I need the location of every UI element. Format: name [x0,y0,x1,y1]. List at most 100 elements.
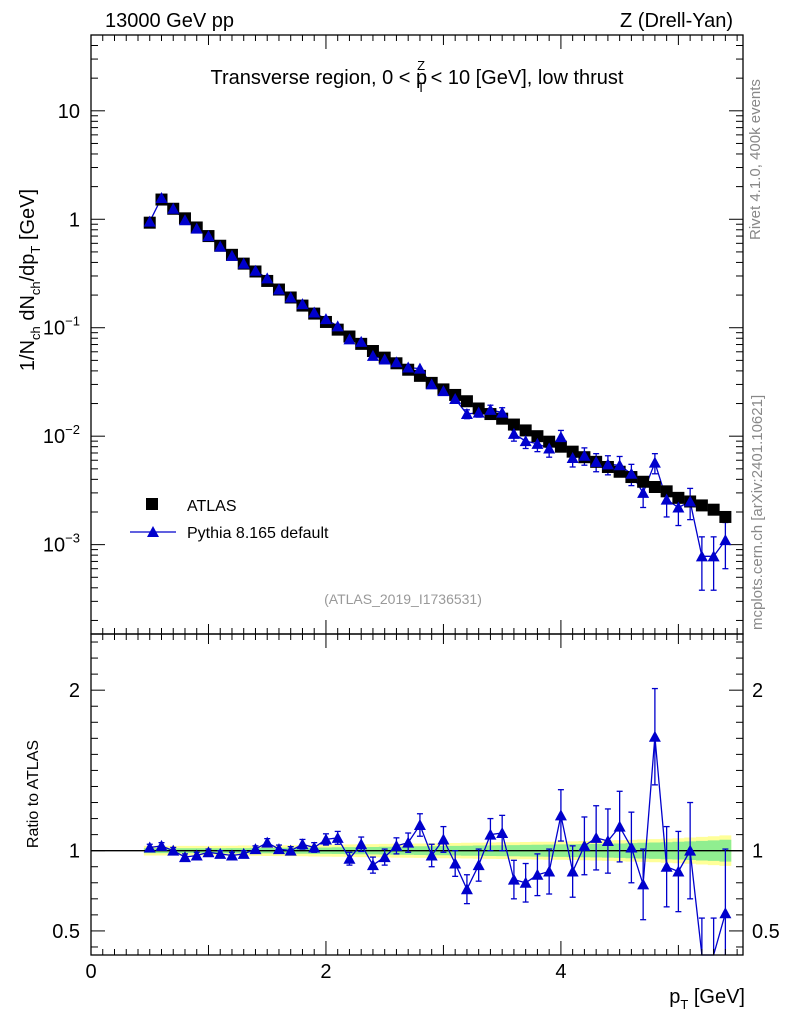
ylabel-part-0: 1/N [17,340,39,371]
main-y-tick-label: 10−2 [43,422,80,448]
mc-point [178,214,191,226]
mc-point [167,202,180,214]
ratio-y-tick-label: 1 [69,841,80,863]
ratio-point [684,844,697,856]
ratio-point [343,852,356,864]
ratio-y-tick-label: 2 [69,680,80,702]
panel-title: Transverse region, 0 < pZ T < 10 [GeV], l… [211,58,624,95]
mc-point [272,283,285,295]
atlas-point [637,475,650,488]
ratio-point [167,844,180,856]
mc-point [578,449,591,461]
ratio-point [402,836,415,848]
mc-point [613,459,626,471]
atlas-point [660,485,673,498]
ratio-point [214,847,227,859]
atlas-point [554,440,567,453]
mc-point [284,291,297,303]
mc-point [155,192,168,204]
ratio-point [460,883,473,895]
ratio-point [672,865,685,877]
mc-point [472,406,485,418]
mc-point [637,486,650,498]
ratio-point [590,831,603,843]
ratio-point [660,860,673,872]
mc-point [214,240,227,252]
ratio-point [437,833,450,845]
ratio-point [554,809,567,821]
ratio-point [484,828,497,840]
ratio-point [449,857,462,869]
ratio-point [308,841,321,853]
legend-pythia-marker [147,526,159,537]
ratio-y-tick-label-right: 1 [752,841,763,863]
mc-point [366,349,379,361]
ratio-point [637,878,650,890]
mc-point [331,320,344,332]
ylabel-part-3: ch [28,281,43,295]
tick-base: 10 [58,101,80,123]
ylabel-part-1: ch [28,326,43,340]
mc-point [237,257,250,269]
ratio-point [319,833,332,845]
ratio-point [648,730,661,742]
ratio-point [601,835,614,847]
xlabel-tail: [GeV] [688,986,745,1008]
mc-point [554,431,567,443]
ratio-point [190,849,203,861]
mc-point [143,215,156,227]
ratio-y-tick-label-right: 0.5 [752,921,780,943]
ratio-point [390,839,403,851]
panel-title-main: Transverse region, 0 < p [211,67,428,89]
ratio-tick-labels: 0.5 0.5 1 1 2 2 0 2 4 [52,680,780,983]
ylabel-part-4: /dp [17,254,39,282]
ratio-point [249,843,262,855]
analysis-id: (ATLAS_2019_I1736531) [324,591,482,607]
main-y-tick-label: 10−3 [43,531,80,557]
svg-text:1/Nch dNch/dpT [GeV]: 1/Nch dNch/dpT [GeV] [17,189,43,371]
tick-base: 1 [69,209,80,231]
ylabel-part-2: dN [17,295,39,326]
ratio-point [613,820,626,832]
mc-point [684,495,697,507]
ratio-point [143,841,156,853]
atlas-point [719,510,732,523]
ratio-point [178,851,191,863]
rivet-label: Rivet 4.1.0, 400k events [747,79,764,240]
mc-point [355,335,368,347]
ratio-point [625,841,638,853]
x-tick-label: 2 [320,961,331,983]
tick-exponent: −1 [65,314,80,329]
legend-atlas-label: ATLAS [187,498,237,515]
mc-point [566,451,579,463]
mc-point [390,356,403,368]
mc-point [625,467,638,479]
tick-base: 10 [43,318,65,340]
main-y-axis-label: 1/Nch dNch/dpT [GeV] [17,189,43,371]
main-axis-ticks [90,34,743,634]
mc-point [425,378,438,390]
xlabel-sub: T [680,997,688,1012]
atlas-point [695,499,708,512]
mc-point [590,455,603,467]
mc-point [496,406,509,418]
ratio-point [566,865,579,877]
mc-marker-layer [143,192,732,562]
mc-point [261,272,274,284]
ratio-point [413,818,426,830]
mc-point [672,501,685,513]
tick-exponent: −3 [65,531,80,546]
mc-point [319,313,332,325]
main-y-tick-label: 10−1 [43,314,80,340]
ratio-y-tick-label-right: 2 [752,680,763,702]
tick-exponent: −2 [65,422,80,437]
tick-base: 10 [43,426,65,448]
ratio-y-axis-label: Ratio to ATLAS [25,740,42,848]
mc-point [531,437,544,449]
ratio-point [472,859,485,871]
ratio-point [296,838,309,850]
ratio-point [507,873,520,885]
x-tick-label: 4 [555,961,566,983]
